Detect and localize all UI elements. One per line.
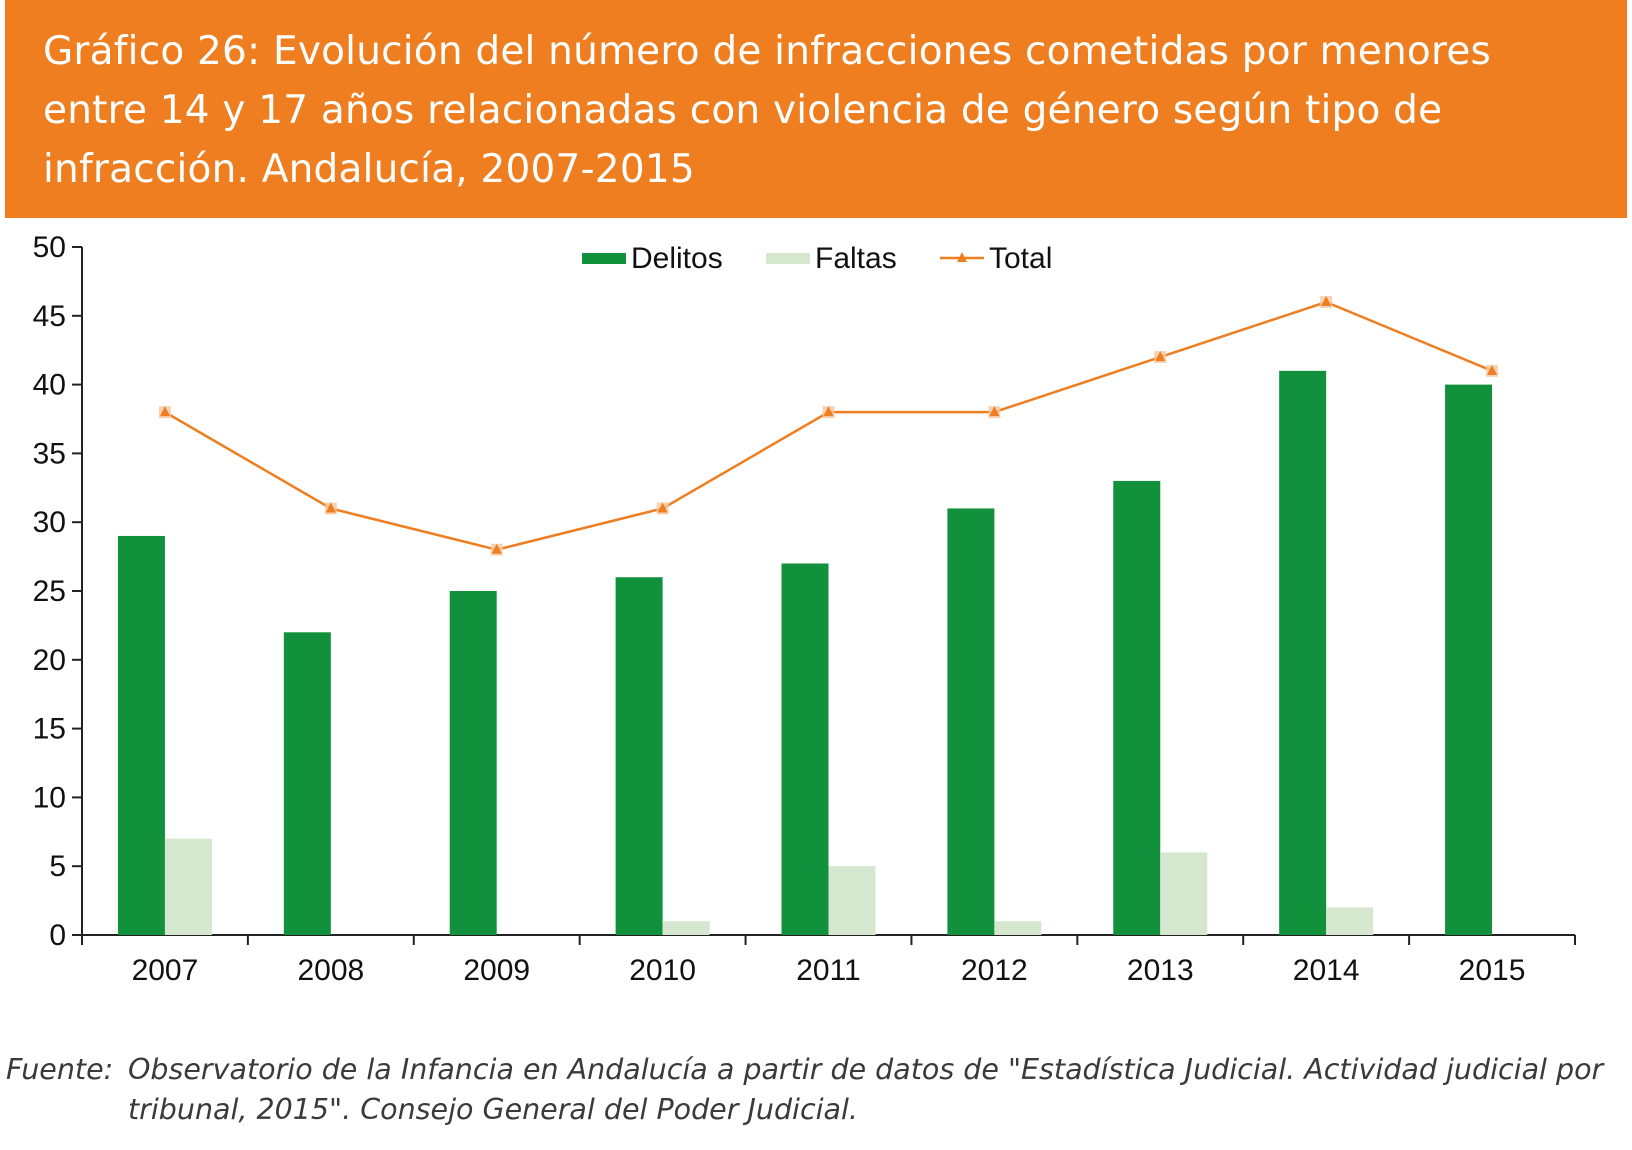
bar-delitos: [449, 591, 497, 935]
bar-faltas: [828, 866, 876, 935]
y-tick-label: 5: [49, 850, 66, 883]
total-point: [1487, 364, 1498, 375]
y-tick-label: 10: [33, 781, 66, 814]
total-line: [158, 296, 1499, 556]
y-tick-label: 20: [33, 644, 66, 677]
total-point: [491, 543, 502, 554]
x-tick-label: 2011: [796, 954, 861, 987]
total-point: [159, 406, 170, 417]
bar-delitos: [1113, 480, 1161, 935]
legend-swatch-delitos: [582, 253, 626, 264]
chart-title: Gráfico 26: Evolución del número de infr…: [43, 29, 1492, 192]
chart-title-banner: Gráfico 26: Evolución del número de infr…: [5, 0, 1627, 218]
bar-line-chart: 0 5 10 15 20 25 30 35 40 45 50 2007 2008 2009 2010 2011…: [33, 231, 1576, 987]
bar-delitos: [1279, 370, 1327, 936]
legend-label-delitos: Delitos: [631, 242, 723, 275]
x-tick-label: 2009: [463, 954, 530, 987]
bar-delitos: [283, 632, 331, 935]
y-tick-label: 50: [33, 231, 66, 264]
bar-delitos: [947, 508, 995, 935]
bar-faltas: [994, 921, 1042, 935]
bar-delitos: [615, 577, 663, 935]
x-tick-label: 2014: [1293, 954, 1360, 987]
total-point: [325, 502, 336, 513]
x-tick-label: 2008: [297, 954, 364, 987]
legend-swatch-faltas: [766, 253, 810, 264]
bar-faltas: [662, 921, 710, 935]
total-point: [657, 502, 668, 513]
y-tick-label: 0: [49, 919, 66, 952]
legend-marker-total: [957, 252, 967, 262]
y-tick-label: 40: [33, 369, 66, 402]
legend-label-faltas: Faltas: [815, 242, 897, 275]
total-point: [989, 406, 1000, 417]
bar-delitos: [781, 563, 829, 935]
source-text: Observatorio de la Infancia en Andalucía…: [128, 1053, 1604, 1126]
x-tick-label: 2012: [961, 954, 1028, 987]
bar-faltas: [1160, 852, 1208, 935]
source-label: Fuente:: [6, 1053, 114, 1086]
chart-axes: 0 5 10 15 20 25 30 35 40 45 50 2007 2008 2009 2010 2011…: [33, 231, 1576, 987]
y-tick-label: 25: [33, 575, 66, 608]
y-tick-label: 45: [33, 300, 66, 333]
chart-legend: Delitos Faltas Total: [582, 242, 1052, 275]
legend-label-total: Total: [989, 242, 1052, 275]
x-tick-label: 2013: [1127, 954, 1194, 987]
bar-faltas: [164, 838, 212, 935]
x-tick-label: 2007: [132, 954, 199, 987]
x-tick-label: 2015: [1459, 954, 1526, 987]
x-tick-label: 2010: [629, 954, 696, 987]
y-tick-label: 15: [33, 713, 66, 746]
y-tick-label: 30: [33, 506, 66, 539]
total-point: [1321, 296, 1332, 307]
bar-delitos: [117, 535, 165, 935]
bar-faltas: [1326, 907, 1374, 935]
total-point: [823, 406, 834, 417]
total-point: [1155, 351, 1166, 362]
chart-bars: [117, 370, 1493, 936]
y-tick-label: 35: [33, 437, 66, 470]
bar-delitos: [1445, 384, 1493, 936]
